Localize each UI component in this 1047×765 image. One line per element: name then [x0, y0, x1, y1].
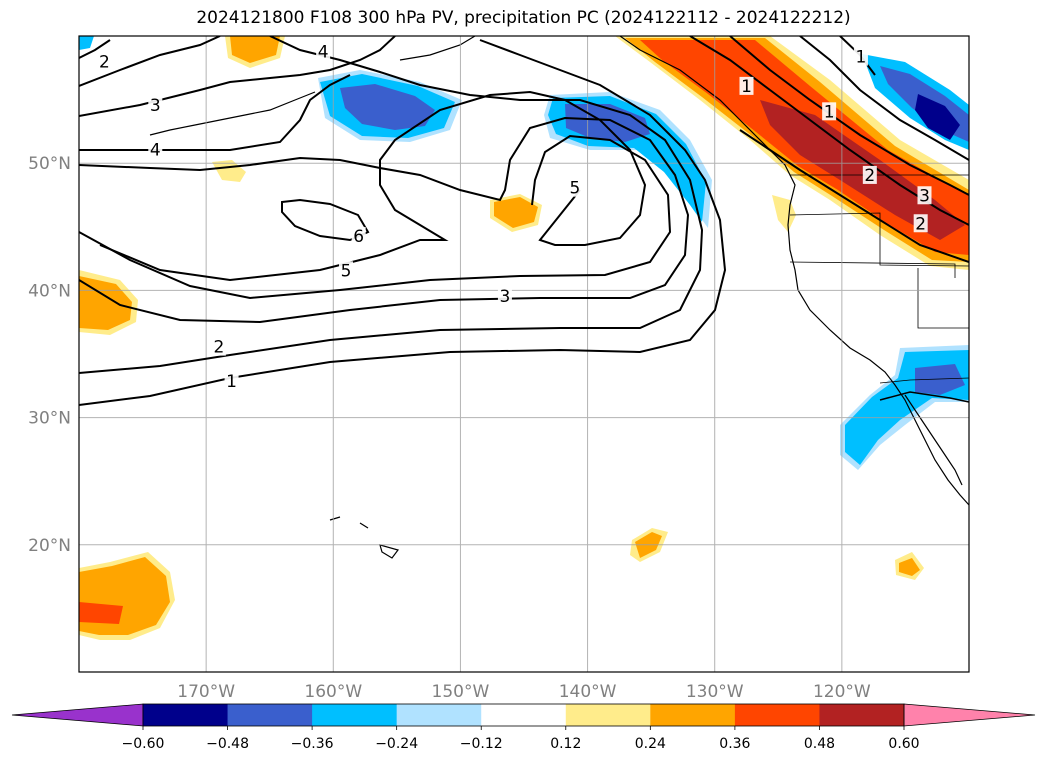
- lon-tick-label: 170°W: [177, 682, 235, 702]
- political-borders: [789, 174, 969, 384]
- contour-label-bg: [224, 371, 239, 390]
- pv-contour-north: [79, 36, 396, 117]
- axis-tick-labels: 170°W 160°W 150°W 140°W 130°W 120°W 50°N 40°N 30…: [28, 154, 871, 702]
- pv-contour-5: [99, 90, 647, 282]
- contour-label-bg: [739, 76, 754, 95]
- contour-label: 1: [856, 48, 867, 68]
- pv-contour-coastal: [689, 36, 969, 263]
- contour-label: 3: [500, 287, 511, 307]
- contour-label-bg: [822, 102, 837, 121]
- contour-label: 2: [213, 338, 224, 358]
- contour-label-bg: [497, 286, 512, 305]
- contour-label-bg: [97, 52, 112, 71]
- pv-contour-2: [79, 36, 704, 374]
- pv-contour-1: [79, 39, 727, 406]
- contour-label: 4: [150, 140, 161, 160]
- contour-label-bg: [917, 186, 932, 205]
- pv-contour-3: [79, 116, 690, 324]
- lon-tick-label: 130°W: [686, 682, 744, 702]
- lon-tick-label: 140°W: [559, 682, 617, 702]
- lon-tick-label: 160°W: [304, 682, 362, 702]
- contour-label: 3: [150, 96, 161, 116]
- precipitation-pc-fills: [79, 36, 969, 640]
- contour-label-bg: [913, 214, 928, 233]
- contour-label-bg: [211, 337, 226, 356]
- lat-tick-label: 50°N: [28, 154, 71, 174]
- contour-label: 2: [915, 214, 926, 234]
- lat-tick-label: 20°N: [28, 536, 71, 556]
- contour-label-bg: [351, 226, 366, 245]
- contour-label: 3: [919, 186, 930, 206]
- contour-label: 5: [341, 261, 352, 281]
- contour-label: 2: [864, 166, 875, 186]
- contour-label-bg: [853, 47, 868, 66]
- coastlines: [149, 36, 969, 559]
- contour-label-bg: [148, 140, 163, 159]
- contour-label-bg: [567, 178, 582, 197]
- contour-label-bg: [148, 95, 163, 114]
- contour-label: 1: [226, 372, 237, 392]
- lon-tick-label: 150°W: [432, 682, 490, 702]
- pv-contour-4: [79, 74, 672, 300]
- contour-label: 4: [318, 43, 329, 63]
- contour-label: 6: [353, 227, 364, 247]
- contour-label-bg: [862, 165, 877, 184]
- contour-label: 5: [569, 179, 580, 199]
- map-frame: [78, 35, 970, 673]
- map-title: 2024121800 F108 300 hPa PV, precipitatio…: [196, 8, 851, 28]
- contour-label: 1: [741, 77, 752, 97]
- lon-tick-label: 120°W: [813, 682, 871, 702]
- graticule: [79, 36, 969, 672]
- lat-tick-label: 40°N: [28, 281, 71, 301]
- contour-label-bg: [339, 261, 353, 280]
- contour-label-bg: [316, 42, 331, 61]
- contour-label: 2: [99, 53, 110, 73]
- lat-tick-label: 30°N: [28, 409, 71, 429]
- contour-label: 1: [824, 102, 835, 122]
